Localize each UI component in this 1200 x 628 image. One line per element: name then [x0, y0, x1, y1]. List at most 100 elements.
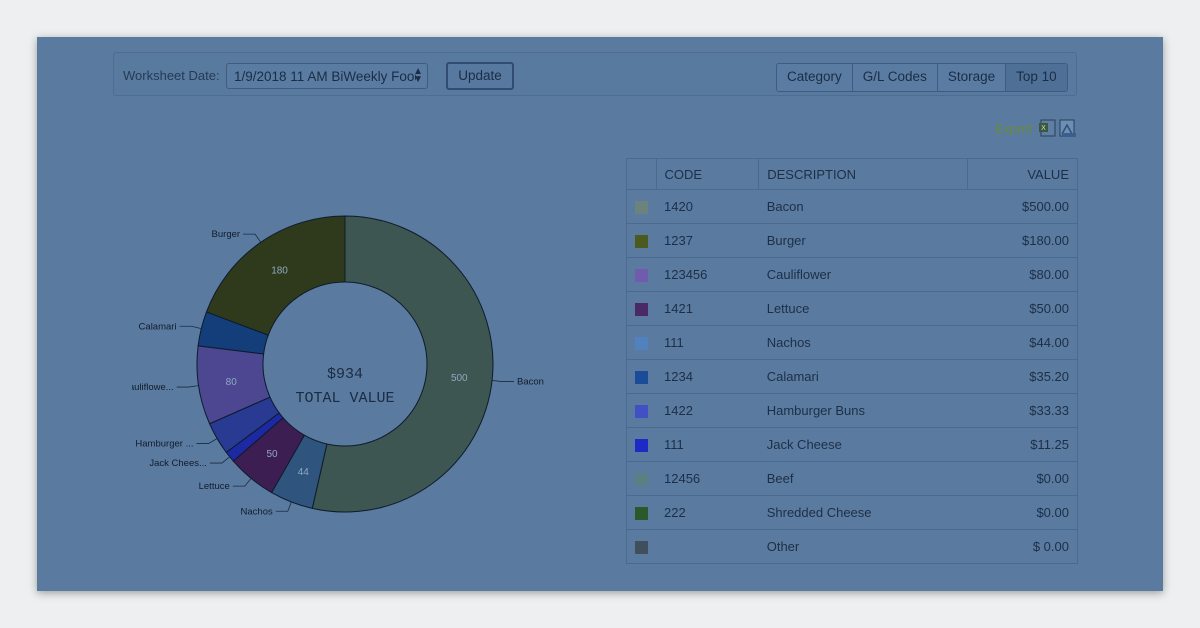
- table-row[interactable]: 1422 Hamburger Buns $33.33: [626, 393, 1078, 428]
- worksheet-date-label: Worksheet Date:: [123, 68, 220, 83]
- donut-slice[interactable]: [205, 215, 346, 336]
- update-button[interactable]: Update: [446, 62, 514, 90]
- slice-value-label: 44: [298, 467, 310, 478]
- color-swatch: [635, 269, 648, 283]
- top-items-table: CODE DESCRIPTION VALUE 1420 Bacon $500.00 1…: [626, 158, 1078, 564]
- table-row[interactable]: 1420 Bacon $500.00: [626, 189, 1078, 224]
- slice-category-label: Burger: [212, 229, 241, 240]
- leader-line: [243, 233, 262, 243]
- swatch: [626, 359, 656, 394]
- table-row[interactable]: 123456 Cauliflower $80.00: [626, 257, 1078, 292]
- code-cell: [656, 529, 759, 564]
- swatch: [626, 291, 656, 326]
- header-color: [626, 158, 656, 190]
- segment-storage[interactable]: Storage: [936, 64, 1006, 91]
- table-row[interactable]: 111 Nachos $44.00: [626, 325, 1078, 360]
- table-row[interactable]: Other $ 0.00: [626, 529, 1078, 564]
- donut-center-value: $934: [327, 366, 363, 383]
- export-label[interactable]: Export: [995, 121, 1033, 136]
- value-cell: $500.00: [967, 189, 1078, 224]
- worksheet-date-value: 1/9/2018 11 AM BiWeekly Food: [234, 69, 416, 84]
- leader-line: [209, 456, 230, 464]
- value-cell: $0.00: [967, 495, 1078, 530]
- description-cell: Calamari: [758, 359, 968, 394]
- code-cell: 1234: [656, 359, 759, 394]
- description-cell: Cauliflower: [758, 257, 968, 292]
- panel: Worksheet Date: 1/9/2018 11 AM BiWeekly …: [37, 37, 1163, 591]
- donut-chart: 500 44 50 80 180 Bacon Nachos Lettuce Jack Chee…: [122, 202, 572, 542]
- toolbar: Worksheet Date: 1/9/2018 11 AM BiWeekly …: [113, 52, 1077, 96]
- export-icons: X: [1039, 119, 1076, 137]
- slice-category-label: Bacon: [517, 377, 544, 388]
- code-cell: 123456: [656, 257, 759, 292]
- slice-category-label: Calamari: [139, 321, 177, 332]
- leader-line: [179, 325, 202, 330]
- pdf-icon[interactable]: [1059, 119, 1076, 137]
- segment-top-10[interactable]: Top 10: [1005, 64, 1067, 91]
- swatch: [626, 257, 656, 292]
- value-cell: $0.00: [967, 461, 1078, 496]
- swatch: [626, 325, 656, 360]
- color-swatch: [635, 337, 648, 351]
- leader-line: [492, 380, 515, 382]
- code-cell: 1237: [656, 223, 759, 258]
- segment-gl-codes[interactable]: G/L Codes: [851, 64, 937, 91]
- code-cell: 111: [656, 427, 759, 462]
- color-swatch: [635, 405, 648, 419]
- slice-value-label: 180: [271, 265, 288, 276]
- table-row[interactable]: 222 Shredded Cheese $0.00: [626, 495, 1078, 530]
- description-cell: Lettuce: [758, 291, 968, 326]
- swatch: [626, 529, 656, 564]
- table-row[interactable]: 1237 Burger $180.00: [626, 223, 1078, 258]
- header-description[interactable]: DESCRIPTION: [758, 158, 968, 190]
- header-value[interactable]: VALUE: [967, 158, 1078, 190]
- value-cell: $35.20: [967, 359, 1078, 394]
- slice-category-label: Lettuce: [199, 481, 230, 492]
- slice-category-label: Hamburger ...: [135, 439, 193, 450]
- table-header-row: CODE DESCRIPTION VALUE: [626, 158, 1078, 190]
- segment-category[interactable]: Category: [777, 64, 852, 91]
- slice-category-label: Jack Chees...: [149, 458, 207, 469]
- description-cell: Hamburger Buns: [758, 393, 968, 428]
- color-swatch: [635, 507, 648, 521]
- code-cell: 111: [656, 325, 759, 360]
- swatch: [626, 393, 656, 428]
- leader-line: [176, 385, 199, 388]
- code-cell: 12456: [656, 461, 759, 496]
- value-cell: $33.33: [967, 393, 1078, 428]
- description-cell: Shredded Cheese: [758, 495, 968, 530]
- description-cell: Nachos: [758, 325, 968, 360]
- color-swatch: [635, 303, 648, 317]
- swatch: [626, 495, 656, 530]
- donut-slice[interactable]: [311, 215, 494, 513]
- slice-category-label: Cauliflowe...: [132, 382, 174, 393]
- swatch: [626, 427, 656, 462]
- value-cell: $180.00: [967, 223, 1078, 258]
- value-cell: $11.25: [967, 427, 1078, 462]
- table-row[interactable]: 1234 Calamari $35.20: [626, 359, 1078, 394]
- value-cell: $ 0.00: [967, 529, 1078, 564]
- leader-line: [232, 478, 252, 487]
- value-cell: $50.00: [967, 291, 1078, 326]
- code-cell: 222: [656, 495, 759, 530]
- description-cell: Other: [758, 529, 968, 564]
- table-row[interactable]: 111 Jack Cheese $11.25: [626, 427, 1078, 462]
- color-swatch: [635, 439, 648, 453]
- color-swatch: [635, 473, 648, 487]
- svg-text:X: X: [1041, 125, 1046, 132]
- color-swatch: [635, 235, 648, 249]
- leader-line: [275, 501, 292, 512]
- worksheet-date-select[interactable]: 1/9/2018 11 AM BiWeekly Food ▲ ▼: [226, 63, 428, 89]
- excel-icon[interactable]: X: [1039, 119, 1056, 137]
- donut-svg: 500 44 50 80 180 Bacon Nachos Lettuce Jack Chee…: [122, 215, 544, 517]
- slice-value-label: 50: [266, 449, 278, 460]
- header-code[interactable]: CODE: [655, 158, 759, 190]
- table-row[interactable]: 12456 Beef $0.00: [626, 461, 1078, 496]
- table-row[interactable]: 1421 Lettuce $50.00: [626, 291, 1078, 326]
- description-cell: Bacon: [758, 189, 968, 224]
- description-cell: Burger: [758, 223, 968, 258]
- color-swatch: [635, 201, 648, 215]
- select-arrows-icon: ▲ ▼: [413, 66, 423, 85]
- value-cell: $80.00: [967, 257, 1078, 292]
- value-cell: $44.00: [967, 325, 1078, 360]
